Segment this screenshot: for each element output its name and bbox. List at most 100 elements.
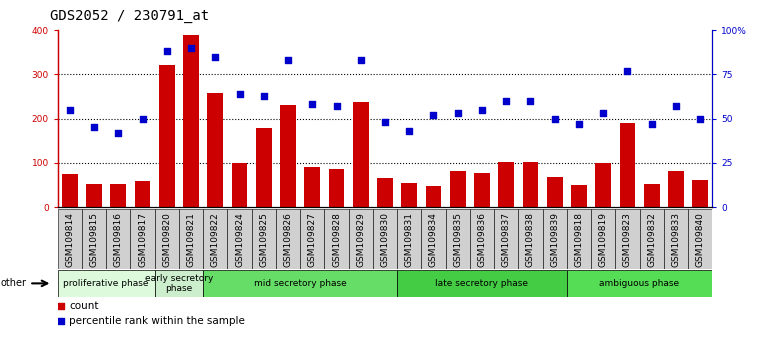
- Bar: [324, 209, 349, 269]
- Bar: [106, 209, 130, 269]
- Point: [427, 112, 440, 118]
- Text: GSM109814: GSM109814: [65, 212, 75, 267]
- Bar: [591, 209, 615, 269]
- Point: [524, 98, 537, 104]
- Bar: [620, 123, 635, 207]
- Point: [451, 110, 464, 116]
- Point: [209, 54, 222, 59]
- Text: GSM109831: GSM109831: [405, 212, 413, 267]
- Bar: [567, 270, 712, 297]
- Text: GSM109821: GSM109821: [186, 212, 196, 267]
- Bar: [397, 270, 567, 297]
- Bar: [547, 177, 563, 207]
- Bar: [446, 209, 470, 269]
- Text: count: count: [69, 301, 99, 310]
- Bar: [518, 209, 543, 269]
- Text: GSM109827: GSM109827: [308, 212, 316, 267]
- Bar: [203, 270, 397, 297]
- Bar: [397, 209, 421, 269]
- Text: proliferative phase: proliferative phase: [63, 279, 149, 288]
- Bar: [640, 209, 664, 269]
- Point: [136, 116, 149, 121]
- Text: GSM109823: GSM109823: [623, 212, 632, 267]
- Bar: [668, 171, 684, 207]
- Bar: [498, 161, 514, 207]
- Bar: [543, 209, 567, 269]
- Point: [694, 116, 706, 121]
- Text: GSM109819: GSM109819: [598, 212, 608, 267]
- Bar: [183, 34, 199, 207]
- Text: GSM109828: GSM109828: [332, 212, 341, 267]
- Text: GSM109824: GSM109824: [235, 212, 244, 267]
- Bar: [276, 209, 300, 269]
- Bar: [377, 178, 393, 207]
- Bar: [494, 209, 518, 269]
- Text: mid secretory phase: mid secretory phase: [254, 279, 346, 288]
- Point: [233, 91, 246, 97]
- Text: late secretory phase: late secretory phase: [436, 279, 528, 288]
- Text: GSM109816: GSM109816: [114, 212, 123, 267]
- Bar: [373, 209, 397, 269]
- Bar: [86, 184, 102, 207]
- Point: [500, 98, 512, 104]
- Text: GSM109817: GSM109817: [138, 212, 147, 267]
- Point: [88, 125, 100, 130]
- Bar: [203, 209, 227, 269]
- Bar: [252, 209, 276, 269]
- Point: [548, 116, 561, 121]
- Bar: [110, 184, 126, 207]
- Text: GSM109829: GSM109829: [357, 212, 365, 267]
- Point: [161, 48, 173, 54]
- Bar: [135, 181, 150, 207]
- Bar: [300, 209, 324, 269]
- Point: [330, 103, 343, 109]
- Bar: [353, 102, 369, 207]
- Text: GSM109825: GSM109825: [259, 212, 268, 267]
- Bar: [571, 185, 587, 207]
- Text: GSM109837: GSM109837: [502, 212, 511, 267]
- Point: [379, 119, 391, 125]
- Point: [355, 57, 367, 63]
- Bar: [130, 209, 155, 269]
- Point: [112, 130, 125, 136]
- Text: GSM109826: GSM109826: [283, 212, 293, 267]
- Text: GSM109832: GSM109832: [647, 212, 656, 267]
- Text: other: other: [1, 278, 27, 289]
- Text: GSM109838: GSM109838: [526, 212, 535, 267]
- Bar: [401, 183, 417, 207]
- Bar: [58, 270, 155, 297]
- Bar: [523, 161, 538, 207]
- Bar: [82, 209, 106, 269]
- Text: GSM109818: GSM109818: [574, 212, 584, 267]
- Text: GSM109834: GSM109834: [429, 212, 438, 267]
- Bar: [470, 209, 494, 269]
- Bar: [474, 172, 490, 207]
- Bar: [329, 170, 344, 207]
- Text: GDS2052 / 230791_at: GDS2052 / 230791_at: [50, 9, 209, 23]
- Text: GSM109815: GSM109815: [89, 212, 99, 267]
- Point: [645, 121, 658, 127]
- Point: [670, 103, 682, 109]
- Bar: [349, 209, 373, 269]
- Text: GSM109833: GSM109833: [671, 212, 681, 267]
- Bar: [155, 209, 179, 269]
- Bar: [692, 180, 708, 207]
- Bar: [595, 163, 611, 207]
- Text: early secretory
phase: early secretory phase: [145, 274, 213, 293]
- Bar: [232, 163, 247, 207]
- Bar: [567, 209, 591, 269]
- Bar: [664, 209, 688, 269]
- Text: GSM109835: GSM109835: [454, 212, 462, 267]
- Bar: [644, 184, 660, 207]
- Bar: [421, 209, 446, 269]
- Bar: [280, 105, 296, 207]
- Bar: [426, 186, 441, 207]
- Text: GSM109822: GSM109822: [211, 212, 219, 267]
- Bar: [227, 209, 252, 269]
- Text: GSM109836: GSM109836: [477, 212, 487, 267]
- Bar: [256, 128, 272, 207]
- Point: [64, 107, 76, 113]
- Bar: [615, 209, 640, 269]
- Point: [621, 68, 634, 74]
- Text: GSM109820: GSM109820: [162, 212, 172, 267]
